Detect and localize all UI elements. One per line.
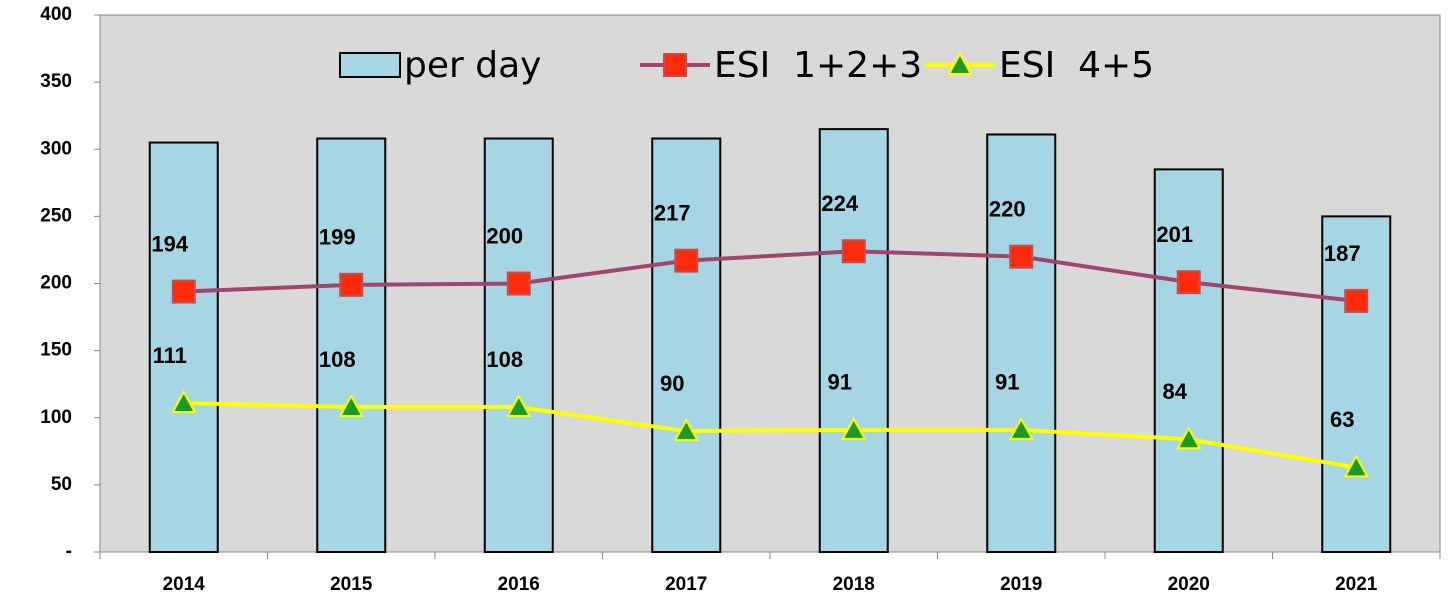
data-label: 63 <box>1330 407 1354 432</box>
marker <box>1176 426 1202 450</box>
x-tick-label: 2021 <box>1335 574 1378 595</box>
data-label: 91 <box>828 370 852 395</box>
marker <box>1176 270 1201 295</box>
data-label: 108 <box>486 347 523 372</box>
data-label: 217 <box>654 200 691 225</box>
y-tick-label: 400 <box>40 4 72 25</box>
legend-marker <box>663 53 687 77</box>
bar <box>1153 168 1224 553</box>
legend-label: ESI 4+5 <box>999 45 1154 86</box>
marker <box>1008 416 1034 440</box>
marker <box>1009 244 1034 269</box>
legend-marker <box>947 51 973 75</box>
x-tick-label: 2019 <box>1000 574 1042 595</box>
bar <box>483 137 554 553</box>
marker <box>841 416 867 440</box>
plot-area <box>99 14 1441 553</box>
data-label: 91 <box>995 370 1019 395</box>
y-tick-label: 350 <box>40 71 72 92</box>
marker <box>841 239 866 264</box>
marker <box>1343 454 1369 478</box>
marker <box>171 389 197 413</box>
data-label: 111 <box>153 343 187 368</box>
data-label: 201 <box>1156 222 1193 247</box>
data-label: 90 <box>660 371 684 396</box>
bar <box>316 137 387 553</box>
x-tick-label: 2016 <box>498 574 540 595</box>
y-tick-label: 50 <box>51 474 72 495</box>
marker <box>338 393 364 418</box>
y-tick-label: 250 <box>40 205 72 226</box>
data-label: 108 <box>319 347 356 372</box>
data-label: 199 <box>319 225 356 250</box>
bar <box>986 133 1057 553</box>
data-label: 200 <box>486 223 523 248</box>
marker <box>506 271 531 296</box>
legend-label: per day <box>404 45 541 86</box>
y-tick-label: 300 <box>40 138 72 159</box>
data-label: 187 <box>1324 241 1361 266</box>
data-label: 224 <box>821 191 858 216</box>
data-label: 220 <box>989 196 1026 221</box>
x-tick-label: 2014 <box>163 574 206 595</box>
x-tick-label: 2015 <box>330 574 373 595</box>
legend-swatch <box>339 52 401 78</box>
bar <box>1321 215 1392 553</box>
x-tick-label: 2017 <box>665 574 707 595</box>
x-tick-label: 2018 <box>833 574 875 595</box>
marker <box>171 279 196 304</box>
data-label: 194 <box>151 231 188 256</box>
marker <box>339 272 364 297</box>
x-tick-label: 2020 <box>1168 574 1210 595</box>
y-tick-label: - <box>66 541 72 562</box>
bar <box>651 137 722 553</box>
marker <box>1344 288 1369 313</box>
marker <box>673 418 699 442</box>
marker <box>506 393 532 418</box>
line <box>183 400 1357 470</box>
marker <box>674 248 699 273</box>
legend-label: ESI 1+2+3 <box>714 45 922 86</box>
y-tick-label: 100 <box>40 407 72 428</box>
y-tick-label: 150 <box>40 340 72 361</box>
bar <box>818 128 889 554</box>
y-tick-label: 200 <box>40 273 72 294</box>
bar <box>148 141 219 553</box>
line <box>183 249 1357 303</box>
data-label: 84 <box>1163 379 1188 404</box>
